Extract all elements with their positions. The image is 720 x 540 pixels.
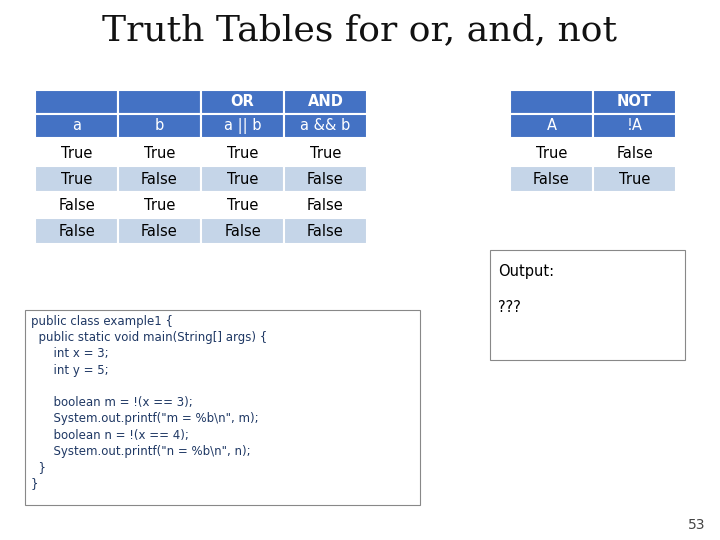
Bar	[284, 192, 367, 218]
Bar	[284, 166, 367, 192]
Text: public static void main(String[] args) {: public static void main(String[] args) {	[31, 331, 267, 344]
Bar	[25, 310, 420, 505]
Bar	[35, 218, 118, 244]
Bar	[284, 140, 367, 166]
Text: False: False	[533, 172, 570, 186]
Bar	[510, 166, 593, 192]
Text: }: }	[31, 461, 46, 474]
Bar	[118, 192, 201, 218]
Text: ???: ???	[498, 300, 521, 315]
Text: False: False	[616, 145, 653, 160]
Text: False: False	[58, 224, 95, 239]
Bar	[510, 140, 593, 166]
Bar	[593, 140, 676, 166]
Bar	[593, 90, 676, 114]
Bar	[510, 114, 593, 138]
Bar	[118, 140, 201, 166]
Text: False: False	[224, 224, 261, 239]
Text: boolean n = !(x == 4);: boolean n = !(x == 4);	[31, 429, 189, 442]
Text: int y = 5;: int y = 5;	[31, 363, 109, 376]
Text: False: False	[58, 198, 95, 213]
Text: System.out.printf("n = %b\n", n);: System.out.printf("n = %b\n", n);	[31, 445, 251, 458]
Text: True: True	[227, 145, 258, 160]
Bar	[201, 218, 284, 244]
Text: True: True	[227, 198, 258, 213]
Bar	[35, 140, 118, 166]
Bar	[201, 114, 284, 138]
Bar	[593, 114, 676, 138]
Text: True: True	[60, 145, 92, 160]
Text: AND: AND	[307, 94, 343, 110]
Text: System.out.printf("m = %b\n", m);: System.out.printf("m = %b\n", m);	[31, 413, 258, 426]
Text: a || b: a || b	[224, 118, 261, 134]
Text: True: True	[227, 172, 258, 186]
Text: NOT: NOT	[617, 94, 652, 110]
Text: }: }	[31, 477, 38, 490]
Text: False: False	[141, 172, 178, 186]
Text: !A: !A	[626, 118, 642, 133]
Text: False: False	[307, 198, 344, 213]
Text: A: A	[546, 118, 557, 133]
Text: False: False	[141, 224, 178, 239]
Bar	[201, 166, 284, 192]
Bar	[284, 90, 367, 114]
Bar	[118, 114, 201, 138]
Text: OR: OR	[230, 94, 254, 110]
Text: Truth Tables for or, and, not: Truth Tables for or, and, not	[102, 13, 618, 47]
Bar	[201, 192, 284, 218]
Text: True: True	[60, 172, 92, 186]
Text: False: False	[307, 172, 344, 186]
Bar	[284, 114, 367, 138]
Bar	[201, 90, 284, 114]
Text: b: b	[155, 118, 164, 133]
Text: Output:: Output:	[498, 264, 554, 279]
Bar	[201, 140, 284, 166]
Text: True: True	[536, 145, 567, 160]
Bar	[593, 166, 676, 192]
Text: int x = 3;: int x = 3;	[31, 347, 109, 360]
Text: True: True	[144, 198, 175, 213]
Text: a && b: a && b	[300, 118, 351, 133]
Bar	[284, 218, 367, 244]
Bar	[118, 218, 201, 244]
Text: True: True	[310, 145, 341, 160]
Text: a: a	[72, 118, 81, 133]
Bar	[510, 90, 593, 114]
Text: public class example1 {: public class example1 {	[31, 315, 173, 328]
Bar	[35, 90, 118, 114]
Text: False: False	[307, 224, 344, 239]
Bar	[118, 166, 201, 192]
Bar	[35, 166, 118, 192]
Bar	[490, 250, 685, 360]
Text: boolean m = !(x == 3);: boolean m = !(x == 3);	[31, 396, 193, 409]
Text: 53: 53	[688, 518, 705, 532]
Bar	[35, 114, 118, 138]
Text: True: True	[618, 172, 650, 186]
Bar	[35, 192, 118, 218]
Bar	[118, 90, 201, 114]
Text: True: True	[144, 145, 175, 160]
